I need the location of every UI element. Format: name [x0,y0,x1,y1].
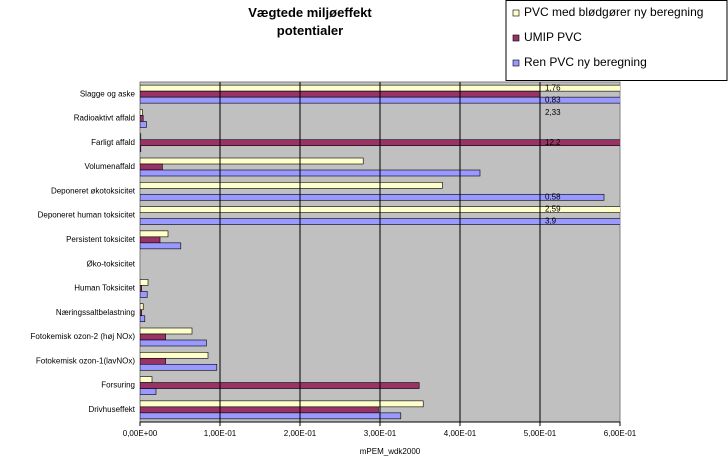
y-tick-label: Human Toksicitet [74,284,136,293]
bar [140,285,142,292]
bar [140,181,443,189]
chart-title: Vægtede miljøeffekt potentialer [248,5,372,38]
bar [140,309,142,317]
y-tick-label: Fotokemisk ozon-2 (høj NOx) [31,332,136,341]
x-tick-label: 3,00E-01 [364,429,397,438]
y-tick-label: Farligt affald [91,138,135,147]
bar [140,206,620,213]
value-label: 12,2 [545,138,561,147]
bar [140,90,541,98]
bar [140,169,481,177]
x-tick-label: 6,00E-01 [604,429,637,438]
bar [140,339,207,347]
bar [140,230,169,238]
value-label: 3,9 [545,217,557,226]
bar [140,121,147,128]
bar [140,157,364,165]
bar [140,363,218,371]
value-label: 0,58 [545,192,561,201]
x-tick-label: 4,00E-01 [444,429,477,438]
bar [140,357,166,365]
legend [505,0,728,81]
bar [140,382,420,389]
bar [140,109,143,116]
bar [140,133,142,141]
y-tick-label: Volumenaffald [84,162,135,171]
bar [140,279,149,286]
bar [140,406,379,414]
legend-label: Ren PVC ny beregning [524,55,647,69]
bar [140,193,605,201]
bar [140,218,620,225]
x-tick-label: 2,00E-01 [284,429,317,438]
y-tick-label: Radioaktivt affald [74,114,135,123]
bar [140,351,209,359]
y-tick-label: Forsuring [101,381,135,390]
bar [140,96,620,104]
bar [140,139,620,147]
y-tick-label: Næringssaltbelastning [56,308,135,317]
legend-label: UMIP PVC [524,30,582,44]
x-tick-label: 5,00E-01 [524,429,557,438]
legend-swatch [512,59,520,67]
bar [140,163,163,171]
bar [140,115,144,122]
bar [140,236,161,244]
bar [140,315,146,323]
annotation: 2,33 [545,108,561,117]
x-tick-label: 1,00E-01 [204,429,237,438]
y-tick-label: Fotokemisk ozon-1(lavNOx) [36,356,135,365]
y-tick-label: Drivhuseffekt [88,405,135,414]
bar [140,145,142,153]
bar [140,412,402,420]
legend-label: PVC med blødgører ny beregning [524,5,703,19]
y-tick-label: Deponeret human toksicitet [38,211,136,220]
bar [140,291,148,298]
bar [140,84,620,92]
y-tick-label: Deponeret økotoksicitet [51,186,136,195]
legend-swatch [512,9,520,17]
bar [140,388,157,395]
bar [140,376,153,383]
y-tick-label: Persistent toksicitet [66,235,136,244]
value-label: 0,83 [545,95,561,104]
value-label: 1,76 [545,83,561,92]
x-tick-label: 0,00E+00 [123,429,158,438]
bar [140,333,166,341]
bar [140,327,193,335]
bar [140,303,144,311]
x-axis-label: mPEM_wdk2000 [360,447,421,456]
legend-swatch [512,34,520,42]
y-tick-label: Slagge og aske [80,89,136,98]
bar [140,400,424,408]
bar [140,242,182,250]
y-tick-label: Øko-toksicitet [87,259,136,268]
value-label: 2,59 [545,205,561,214]
